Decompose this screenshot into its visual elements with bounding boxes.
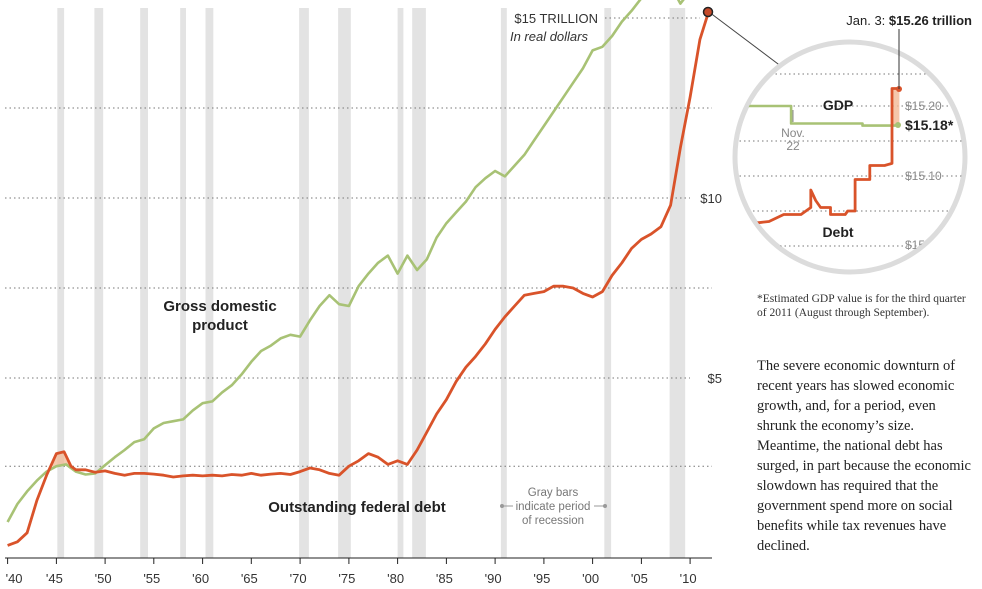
footnote: *Estimated GDP value is for the third qu… bbox=[757, 293, 966, 319]
x-tick-label-90: '90 bbox=[485, 571, 502, 586]
inset-overlap-wedge bbox=[892, 88, 900, 126]
inset-tick-1520: $15.20 bbox=[905, 99, 942, 113]
y-label-5: $5 bbox=[708, 371, 722, 386]
recession-bars bbox=[57, 8, 686, 558]
gridlines bbox=[5, 17, 712, 467]
recession-note-right-dot bbox=[603, 504, 607, 508]
debt-label: Outstanding federal debt bbox=[268, 499, 446, 516]
x-tick-label-85: '85 bbox=[436, 571, 453, 586]
recession-note-line1: Gray bars bbox=[528, 487, 579, 499]
recession-bar-4 bbox=[180, 8, 186, 558]
recession-bar-8 bbox=[397, 8, 404, 558]
recession-bar-2 bbox=[94, 8, 104, 558]
zoom-inset: Nov. 22 GDP Debt $15.20 $15.10 $15. $15.… bbox=[732, 29, 968, 275]
recession-bar-5 bbox=[205, 8, 214, 558]
gdp-label-line2: product bbox=[192, 317, 248, 334]
x-tick-label-80: '80 bbox=[387, 571, 404, 586]
x-tick-label-45: '45 bbox=[46, 571, 63, 586]
recession-bar-1 bbox=[57, 8, 65, 558]
y-axis-labels: $5 $10 $15 TRILLION In real dollars bbox=[510, 11, 722, 386]
recession-bar-10 bbox=[500, 8, 507, 558]
x-tick-label-55: '55 bbox=[143, 571, 160, 586]
x-tick-label-95: '95 bbox=[533, 571, 550, 586]
inset-callout: Jan. 3: $15.26 trillion bbox=[846, 13, 972, 28]
gdp-label-line1: Gross domestic bbox=[163, 298, 276, 315]
inset-date-line1: Nov. bbox=[781, 126, 805, 140]
explanatory-paragraph: The severe economic downturn of recent y… bbox=[757, 358, 971, 554]
x-tick-label-05: '05 bbox=[631, 571, 648, 586]
inset-gdp-line bbox=[737, 104, 900, 127]
recession-bar-6 bbox=[299, 8, 309, 558]
recession-note: Gray bars indicate period of recession bbox=[500, 487, 607, 527]
recession-note-line2: indicate period bbox=[516, 501, 591, 513]
debt-series-line bbox=[7, 8, 711, 547]
inset-gdp-label: GDP bbox=[823, 97, 853, 113]
inset-callout-prefix: Jan. 3: bbox=[846, 13, 889, 28]
recession-bar-9 bbox=[412, 8, 426, 558]
x-tick-label-75: '75 bbox=[338, 571, 355, 586]
inset-gdp-value: $15.18* bbox=[905, 117, 954, 133]
inset-callout-value: $15.26 trillion bbox=[889, 13, 972, 28]
x-tick-label-40: '40 bbox=[6, 571, 23, 586]
inset-gdp-endpoint bbox=[895, 122, 901, 128]
inset-date-line2: 22 bbox=[786, 139, 800, 153]
recession-note-left-dot bbox=[500, 504, 504, 508]
latest-value-marker bbox=[702, 6, 714, 18]
recession-bar-7 bbox=[338, 8, 351, 558]
recession-bar-12 bbox=[669, 8, 686, 558]
gdp-series-line bbox=[6, 0, 685, 523]
inset-debt-line bbox=[737, 87, 900, 227]
x-axis-ticks: '40 '45 '50 '55 '60 '65 '70 '75 '80 '85 '90 '95 '00 '… bbox=[6, 558, 697, 586]
x-tick-label-50: '50 bbox=[95, 571, 112, 586]
inset-connector-line bbox=[708, 11, 791, 74]
x-tick-label-65: '65 bbox=[241, 571, 258, 586]
recession-bar-3 bbox=[140, 8, 148, 558]
inset-tick-1510: $15.10 bbox=[905, 169, 942, 183]
inset-debt-label: Debt bbox=[822, 224, 853, 240]
x-tick-label-10: '10 bbox=[680, 571, 697, 586]
y-label-15-sub: In real dollars bbox=[510, 29, 589, 44]
x-tick-label-60: '60 bbox=[192, 571, 209, 586]
y-label-10: $10 bbox=[700, 191, 722, 206]
x-tick-label-00: '00 bbox=[582, 571, 599, 586]
x-tick-label-70: '70 bbox=[290, 571, 307, 586]
recession-note-line3: of recession bbox=[522, 515, 584, 527]
y-label-15: $15 TRILLION bbox=[514, 11, 598, 26]
